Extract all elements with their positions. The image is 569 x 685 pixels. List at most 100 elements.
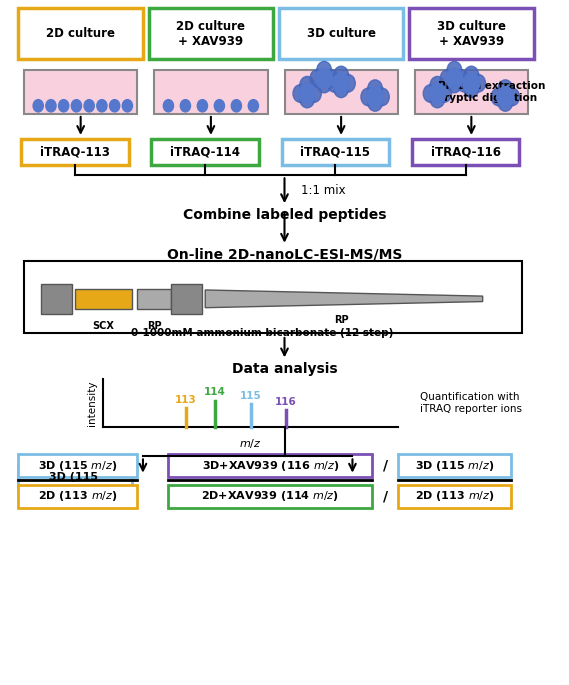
Circle shape bbox=[334, 80, 348, 97]
FancyBboxPatch shape bbox=[412, 139, 519, 165]
FancyBboxPatch shape bbox=[398, 485, 511, 508]
FancyBboxPatch shape bbox=[18, 8, 143, 60]
Text: RP: RP bbox=[147, 321, 162, 331]
Text: iTRAQ-116: iTRAQ-116 bbox=[431, 146, 501, 159]
FancyBboxPatch shape bbox=[282, 139, 389, 165]
Text: 3D culture: 3D culture bbox=[307, 27, 376, 40]
Circle shape bbox=[446, 68, 463, 89]
Circle shape bbox=[423, 85, 438, 102]
Circle shape bbox=[163, 99, 174, 112]
Circle shape bbox=[248, 99, 258, 112]
Text: On-line 2D-nanoLC-ESI-MS/MS: On-line 2D-nanoLC-ESI-MS/MS bbox=[167, 248, 402, 262]
Circle shape bbox=[310, 70, 325, 88]
Text: 2D+XAV939 (114 $m/z$): 2D+XAV939 (114 $m/z$) bbox=[201, 489, 339, 503]
Circle shape bbox=[71, 99, 81, 112]
Circle shape bbox=[110, 99, 119, 112]
Circle shape bbox=[197, 99, 208, 112]
FancyBboxPatch shape bbox=[171, 284, 203, 314]
Circle shape bbox=[430, 77, 445, 94]
Circle shape bbox=[215, 99, 225, 112]
Circle shape bbox=[430, 90, 445, 108]
Circle shape bbox=[307, 85, 321, 102]
Text: SCX: SCX bbox=[92, 321, 114, 331]
Circle shape bbox=[300, 77, 315, 94]
FancyBboxPatch shape bbox=[24, 261, 522, 333]
Text: Data analysis: Data analysis bbox=[232, 362, 337, 376]
Text: 3D (115 $m/z$): 3D (115 $m/z$) bbox=[415, 459, 494, 473]
Circle shape bbox=[505, 88, 519, 105]
FancyBboxPatch shape bbox=[279, 8, 403, 60]
FancyBboxPatch shape bbox=[154, 70, 267, 114]
Text: 3D+XAV939 (116 $m/z$): 3D+XAV939 (116 $m/z$) bbox=[201, 459, 339, 473]
Circle shape bbox=[33, 99, 43, 112]
Circle shape bbox=[374, 88, 389, 105]
Text: Combine labeled peptides: Combine labeled peptides bbox=[183, 208, 386, 222]
Text: 2D culture: 2D culture bbox=[46, 27, 115, 40]
Circle shape bbox=[440, 70, 455, 88]
Circle shape bbox=[454, 70, 468, 88]
FancyBboxPatch shape bbox=[149, 8, 273, 60]
Text: 2D (113 $m/z$): 2D (113 $m/z$) bbox=[415, 489, 494, 503]
FancyBboxPatch shape bbox=[24, 70, 137, 114]
Text: /: / bbox=[383, 459, 388, 473]
FancyBboxPatch shape bbox=[21, 139, 129, 165]
Circle shape bbox=[333, 73, 349, 93]
Text: intensity: intensity bbox=[87, 380, 97, 426]
Text: RP: RP bbox=[334, 315, 348, 325]
Circle shape bbox=[447, 75, 461, 92]
Text: Quantification with
iTRAQ reporter ions: Quantification with iTRAQ reporter ions bbox=[420, 393, 522, 414]
Circle shape bbox=[293, 85, 308, 102]
FancyBboxPatch shape bbox=[415, 70, 528, 114]
Text: 2D (113 $m/z$): 2D (113 $m/z$) bbox=[38, 489, 118, 503]
Circle shape bbox=[327, 75, 342, 92]
FancyBboxPatch shape bbox=[18, 466, 131, 488]
FancyBboxPatch shape bbox=[75, 288, 131, 309]
FancyBboxPatch shape bbox=[137, 288, 171, 309]
Circle shape bbox=[324, 70, 339, 88]
Circle shape bbox=[498, 93, 513, 111]
Text: 2D culture
+ XAV939: 2D culture + XAV939 bbox=[176, 20, 245, 48]
Text: 115: 115 bbox=[240, 390, 261, 401]
Circle shape bbox=[471, 75, 485, 92]
Text: iTRAQ-114: iTRAQ-114 bbox=[170, 146, 240, 159]
Circle shape bbox=[463, 73, 480, 93]
Circle shape bbox=[317, 62, 332, 79]
Circle shape bbox=[368, 80, 382, 97]
Circle shape bbox=[437, 85, 452, 102]
Circle shape bbox=[491, 88, 506, 105]
Circle shape bbox=[447, 62, 461, 79]
Circle shape bbox=[457, 75, 472, 92]
Circle shape bbox=[84, 99, 94, 112]
Circle shape bbox=[334, 66, 348, 84]
Circle shape bbox=[366, 87, 384, 107]
Text: /: / bbox=[383, 489, 388, 503]
Text: 116: 116 bbox=[275, 397, 297, 407]
Text: 3D (115: 3D (115 bbox=[48, 472, 101, 482]
FancyBboxPatch shape bbox=[151, 139, 259, 165]
Text: 113: 113 bbox=[175, 395, 197, 405]
FancyBboxPatch shape bbox=[168, 454, 372, 477]
Circle shape bbox=[368, 93, 382, 111]
Text: Protein extraction
Tryptic digestion: Protein extraction Tryptic digestion bbox=[438, 81, 545, 103]
Circle shape bbox=[299, 84, 316, 103]
Text: $m/z$: $m/z$ bbox=[239, 437, 262, 450]
Text: iTRAQ-115: iTRAQ-115 bbox=[300, 146, 370, 159]
Circle shape bbox=[464, 66, 479, 84]
Text: iTRAQ-113: iTRAQ-113 bbox=[40, 146, 110, 159]
FancyBboxPatch shape bbox=[398, 454, 511, 477]
FancyBboxPatch shape bbox=[284, 70, 398, 114]
Circle shape bbox=[361, 88, 376, 105]
Circle shape bbox=[341, 75, 355, 92]
FancyBboxPatch shape bbox=[41, 284, 72, 314]
Text: 114: 114 bbox=[204, 388, 226, 397]
Circle shape bbox=[498, 80, 513, 97]
FancyBboxPatch shape bbox=[168, 485, 372, 508]
Circle shape bbox=[97, 99, 107, 112]
Circle shape bbox=[429, 84, 446, 103]
Text: 1:1 mix: 1:1 mix bbox=[302, 184, 346, 197]
Circle shape bbox=[231, 99, 241, 112]
FancyBboxPatch shape bbox=[18, 485, 137, 508]
Circle shape bbox=[59, 99, 69, 112]
Text: 0-1000mM ammonium bicarbonate (12 step): 0-1000mM ammonium bicarbonate (12 step) bbox=[131, 328, 393, 338]
Circle shape bbox=[464, 80, 479, 97]
